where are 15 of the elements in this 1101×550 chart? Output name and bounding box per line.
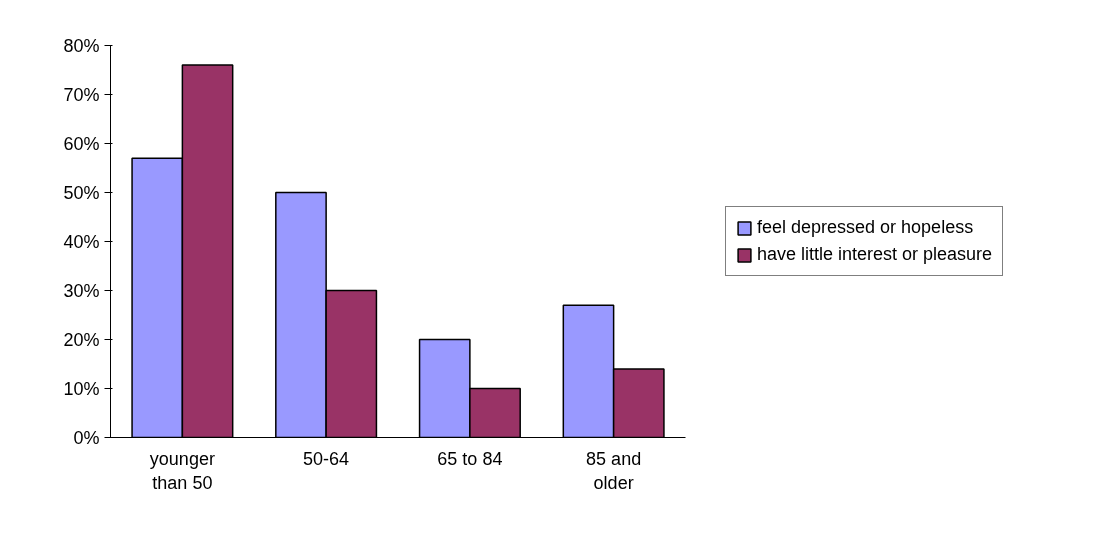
y-tick-label: 10% (63, 378, 100, 399)
x-tick-label: younger than 50 (149, 448, 215, 493)
x-tick-label: 65 to 84 (437, 448, 503, 469)
y-tick-label: 30% (63, 280, 100, 301)
y-tick-label: 80% (63, 35, 100, 56)
legend-label: have little interest or pleasure (757, 244, 993, 265)
x-tick-label: 85 and older (586, 448, 642, 493)
x-tick-label: 50-64 (303, 448, 350, 469)
y-tick-label: 0% (73, 427, 100, 448)
legend-label: feel depressed or hopeless (757, 217, 974, 238)
y-tick-label: 20% (63, 329, 100, 350)
y-tick-label: 70% (63, 84, 100, 105)
y-tick-label: 40% (63, 231, 100, 252)
y-tick-label: 50% (63, 182, 100, 203)
y-tick-label: 60% (63, 133, 100, 154)
